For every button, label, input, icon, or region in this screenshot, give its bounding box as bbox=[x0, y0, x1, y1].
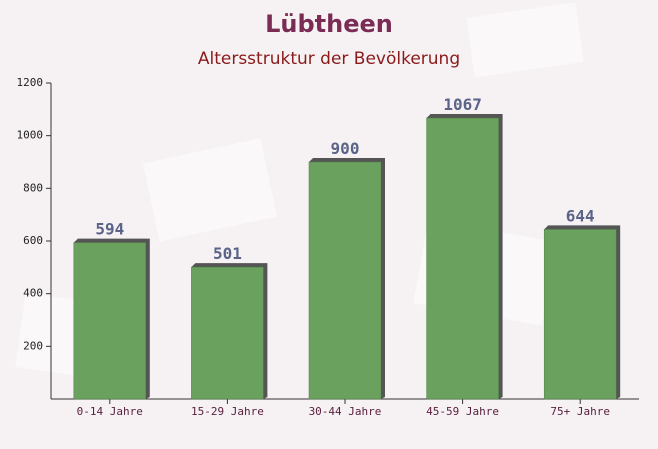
x-tick-label: 75+ Jahre bbox=[550, 405, 610, 418]
value-label: 644 bbox=[566, 206, 595, 225]
value-label: 1067 bbox=[443, 95, 482, 114]
y-tick-label: 200 bbox=[23, 339, 43, 352]
bar bbox=[308, 161, 382, 400]
value-label: 900 bbox=[331, 139, 360, 158]
y-tick-label: 600 bbox=[23, 234, 43, 247]
x-tick-label: 30-44 Jahre bbox=[309, 405, 382, 418]
value-label: 501 bbox=[213, 244, 242, 263]
bar bbox=[73, 242, 147, 400]
y-tick-label: 400 bbox=[23, 287, 43, 300]
y-tick-label: 1200 bbox=[17, 76, 44, 89]
value-label: 594 bbox=[95, 220, 124, 239]
bar bbox=[191, 266, 264, 400]
bar bbox=[543, 229, 617, 400]
bar bbox=[426, 117, 499, 400]
chart-title: Lübtheen bbox=[265, 10, 393, 38]
chart-subtitle: Altersstruktur der Bevölkerung bbox=[198, 49, 460, 69]
x-tick-label: 0-14 Jahre bbox=[77, 405, 143, 418]
y-tick-label: 1000 bbox=[17, 129, 44, 142]
y-tick-label: 800 bbox=[23, 181, 43, 194]
x-tick-label: 45-59 Jahre bbox=[426, 405, 499, 418]
x-tick-label: 15-29 Jahre bbox=[191, 405, 264, 418]
